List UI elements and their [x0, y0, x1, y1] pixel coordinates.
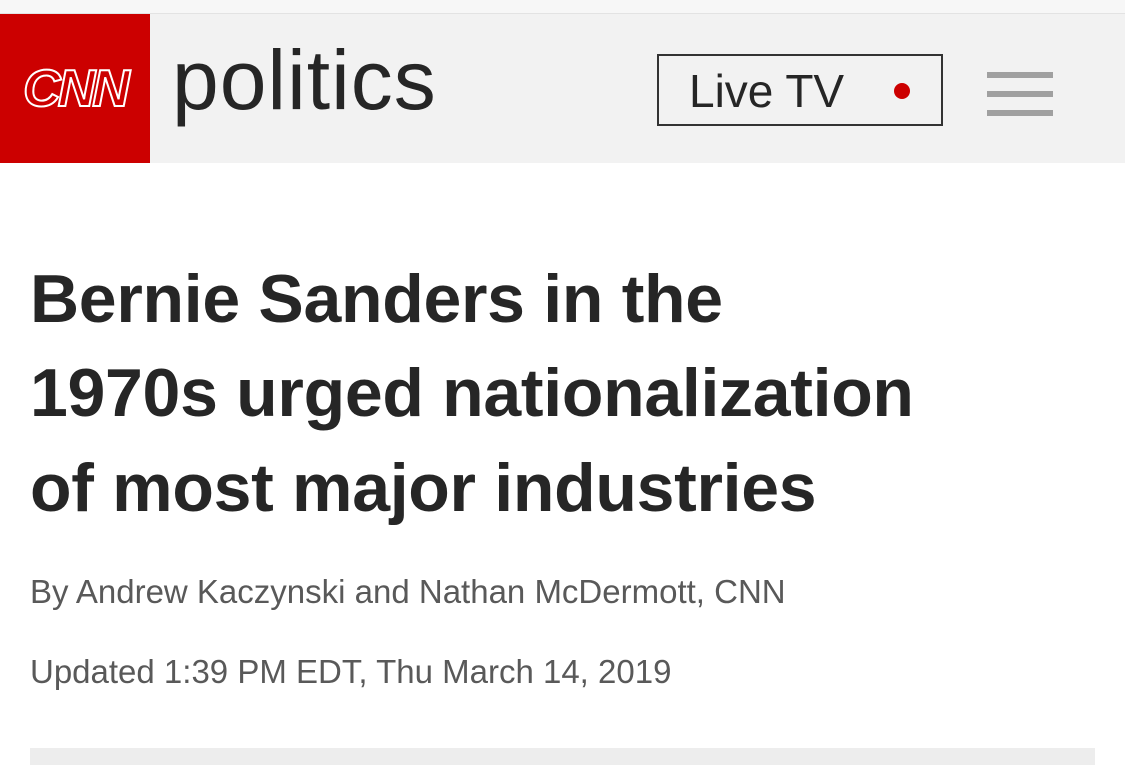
header-bar — [0, 14, 1125, 163]
live-dot — [894, 83, 910, 99]
headline-line: 1970s urged nationalization — [30, 355, 914, 431]
headline-line: of most major industries — [30, 450, 817, 526]
live-tv-button[interactable]: Live TV — [657, 54, 943, 126]
image-preview — [30, 748, 1095, 765]
byline: By Andrew Kaczynski and Nathan McDermott… — [30, 573, 786, 610]
menu-button[interactable] — [987, 70, 1053, 118]
logo[interactable]: CNN — [0, 14, 150, 163]
live-tv-label[interactable]: Live TV — [689, 65, 845, 117]
top-strip — [0, 0, 1125, 14]
headline-line: Bernie Sanders in the — [30, 261, 723, 337]
menu-line — [987, 110, 1053, 116]
timestamp: Updated 1:39 PM EDT, Thu March 14, 2019 — [30, 653, 672, 690]
logo-text[interactable]: CNN — [22, 59, 131, 119]
menu-line — [987, 72, 1053, 78]
menu-line — [987, 91, 1053, 97]
section-title[interactable]: politics — [172, 33, 437, 127]
